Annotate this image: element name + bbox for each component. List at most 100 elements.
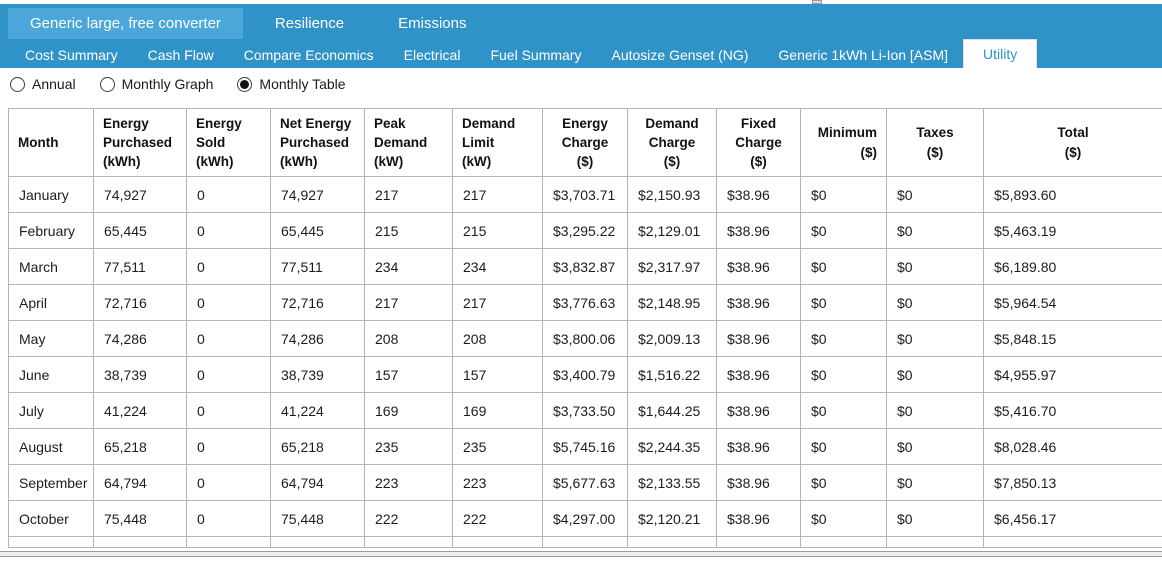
column-header-line: Charge [561, 134, 609, 150]
value-cell: $2,129.01 [627, 212, 717, 249]
empty-cell [983, 536, 1162, 548]
value-cell: $5,848.15 [983, 320, 1162, 357]
value-cell: 74,927 [270, 176, 365, 213]
month-cell: February [8, 212, 94, 249]
column-header-line: Charge [648, 134, 696, 150]
value-cell: $38.96 [716, 500, 801, 537]
value-cell: 223 [452, 464, 543, 501]
value-cell: 222 [364, 500, 453, 537]
value-cell: $2,133.55 [627, 464, 717, 501]
secondary-tab-cash-flow[interactable]: Cash Flow [147, 47, 214, 63]
value-cell: $0 [800, 356, 887, 393]
column-header-line: Energy [196, 115, 242, 131]
value-cell: $0 [886, 428, 984, 465]
value-cell: $0 [886, 176, 984, 213]
month-cell: May [8, 320, 94, 357]
value-cell: 74,927 [93, 176, 187, 213]
value-cell: 234 [452, 248, 543, 285]
month-cell: October [8, 500, 94, 537]
radio-label: Annual [32, 76, 76, 92]
value-cell: $1,516.22 [627, 356, 717, 393]
value-cell: $3,733.50 [542, 392, 628, 429]
value-cell: 72,716 [93, 284, 187, 321]
column-header-line: Peak [374, 115, 406, 131]
primary-tab-generic-large-free-converter[interactable]: Generic large, free converter [8, 7, 243, 39]
table-row: July 41,224 0 41,224 169 169 $3,733.50 $1,644.2… [8, 392, 1162, 429]
column-header-line: ($) [750, 154, 767, 170]
value-cell: $5,463.19 [983, 212, 1162, 249]
table-row: March 77,511 0 77,511 234 234 $3,832.87 $2,317.… [8, 248, 1162, 285]
radio-option-monthly-graph[interactable]: Monthly Graph [99, 76, 213, 92]
column-header-line: Net Energy [280, 115, 352, 131]
value-cell: $38.96 [716, 428, 801, 465]
primary-tab-resilience[interactable]: Resilience [274, 14, 345, 32]
value-cell: 169 [452, 392, 543, 429]
secondary-tab-utility[interactable]: Utility [963, 39, 1038, 68]
value-cell: $0 [886, 284, 984, 321]
value-cell: $2,150.93 [627, 176, 717, 213]
value-cell: $0 [886, 320, 984, 357]
empty-cell [452, 536, 543, 548]
value-cell: 217 [452, 284, 543, 321]
value-cell: 65,218 [93, 428, 187, 465]
value-cell: 41,224 [93, 392, 187, 429]
value-cell: 0 [186, 320, 271, 357]
value-cell: 217 [364, 176, 453, 213]
secondary-tab-cost-summary[interactable]: Cost Summary [25, 47, 118, 63]
empty-cell [364, 536, 453, 548]
bottom-separator [0, 551, 1162, 557]
value-cell: 75,448 [270, 500, 365, 537]
empty-cell [627, 536, 717, 548]
secondary-tab-autosize-genset-ng-[interactable]: Autosize Genset (NG) [611, 47, 749, 63]
value-cell: $2,009.13 [627, 320, 717, 357]
scrollbar-nub[interactable] [812, 0, 822, 4]
value-cell: $5,893.60 [983, 176, 1162, 213]
value-cell: 0 [186, 176, 271, 213]
month-cell: June [8, 356, 94, 393]
value-cell: $3,776.63 [542, 284, 628, 321]
column-header-demand: Demand Limit (kW) [452, 108, 543, 177]
value-cell: $0 [800, 320, 887, 357]
value-cell: $3,295.22 [542, 212, 628, 249]
table-row: September 64,794 0 64,794 223 223 $5,677.63 $2,… [8, 464, 1162, 501]
value-cell: 74,286 [270, 320, 365, 357]
value-cell: $6,189.80 [983, 248, 1162, 285]
column-header-energy: Energy Charge ($) [542, 108, 628, 177]
value-cell: 74,286 [93, 320, 187, 357]
value-cell: $0 [886, 464, 984, 501]
empty-cell [886, 536, 984, 548]
value-cell: $8,028.46 [983, 428, 1162, 465]
value-cell: $38.96 [716, 248, 801, 285]
primary-tab-emissions[interactable]: Emissions [398, 14, 467, 32]
primary-tab-bar: Generic large, free converter Resilience E… [0, 4, 1162, 42]
radio-button-icon[interactable] [10, 76, 25, 92]
value-cell: 64,794 [270, 464, 365, 501]
utility-monthly-table: Month Energy Purchased (kWh) Energy Sold (kWh)… [8, 108, 1162, 548]
value-cell: $0 [800, 212, 887, 249]
radio-button-icon[interactable] [237, 76, 253, 92]
value-cell: $3,800.06 [542, 320, 628, 357]
value-cell: $2,244.35 [627, 428, 717, 465]
value-cell: 0 [186, 284, 271, 321]
secondary-tab-electrical[interactable]: Electrical [403, 47, 461, 63]
value-cell: $38.96 [716, 176, 801, 213]
value-cell: 41,224 [270, 392, 365, 429]
value-cell: 0 [186, 428, 271, 465]
radio-button-icon[interactable] [99, 76, 115, 92]
radio-option-monthly-table[interactable]: Monthly Table [237, 76, 346, 92]
value-cell: 72,716 [270, 284, 365, 321]
column-header-line: Month [18, 134, 59, 150]
table-row: January 74,927 0 74,927 217 217 $3,703.71 $2,15… [8, 176, 1162, 213]
radio-option-annual[interactable]: Annual [10, 76, 76, 92]
column-header-line: Demand [374, 134, 428, 150]
secondary-tab-generic-1kwh-li-ion-asm-[interactable]: Generic 1kWh Li-Ion [ASM] [778, 47, 949, 63]
column-header-line: Taxes [916, 125, 954, 141]
value-cell: 215 [452, 212, 543, 249]
value-cell: $4,297.00 [542, 500, 628, 537]
secondary-tab-compare-economics[interactable]: Compare Economics [243, 47, 374, 63]
column-header-net-energy: Net Energy Purchased (kWh) [270, 108, 365, 177]
column-header-line: ($) [576, 154, 594, 170]
value-cell: $38.96 [716, 284, 801, 321]
column-header-total: Total ($) [983, 108, 1162, 177]
secondary-tab-fuel-summary[interactable]: Fuel Summary [490, 47, 582, 63]
